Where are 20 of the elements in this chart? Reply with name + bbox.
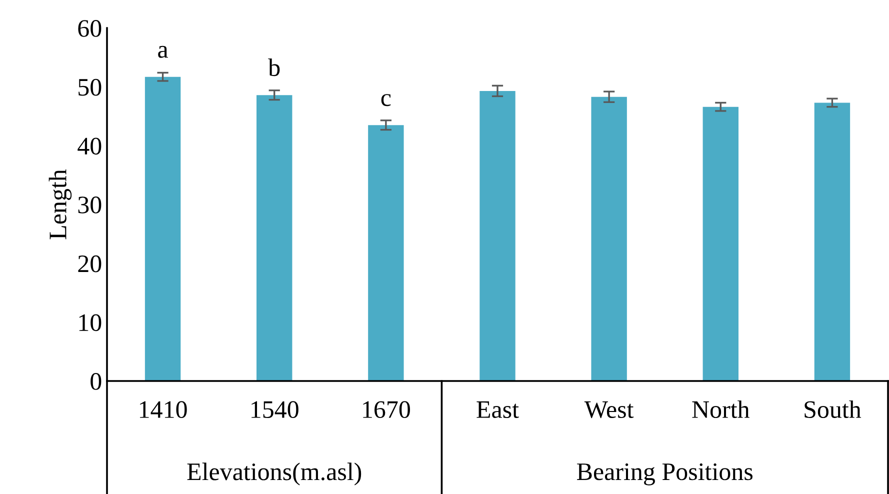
annotation: b <box>268 58 280 76</box>
x-tick-label: East <box>476 401 519 418</box>
y-tick-label: 50 <box>78 78 102 96</box>
y-tick-label: 0 <box>90 373 102 390</box>
annotation: a <box>158 46 168 58</box>
y-tick-label: 10 <box>79 314 102 332</box>
y-tick-label: 30 <box>78 196 102 214</box>
x-tick-label: 1410 <box>140 401 187 418</box>
y-tick-label: 20 <box>78 255 102 272</box>
text: Elevations(m.asl) <box>187 462 362 486</box>
x-tick-label: North <box>692 400 750 418</box>
y-axis-title: Length <box>48 169 72 240</box>
x-tick-label: West <box>584 401 634 418</box>
text: Bearing Positions <box>577 463 752 486</box>
y-tick-label: 40 <box>78 138 102 155</box>
y-tick-label: 60 <box>78 20 102 37</box>
annotation: c <box>381 94 391 106</box>
x-tick-label: 1670 <box>363 401 410 418</box>
x-tick-label: 1540 <box>252 401 298 418</box>
x-tick-label: South <box>804 400 862 418</box>
